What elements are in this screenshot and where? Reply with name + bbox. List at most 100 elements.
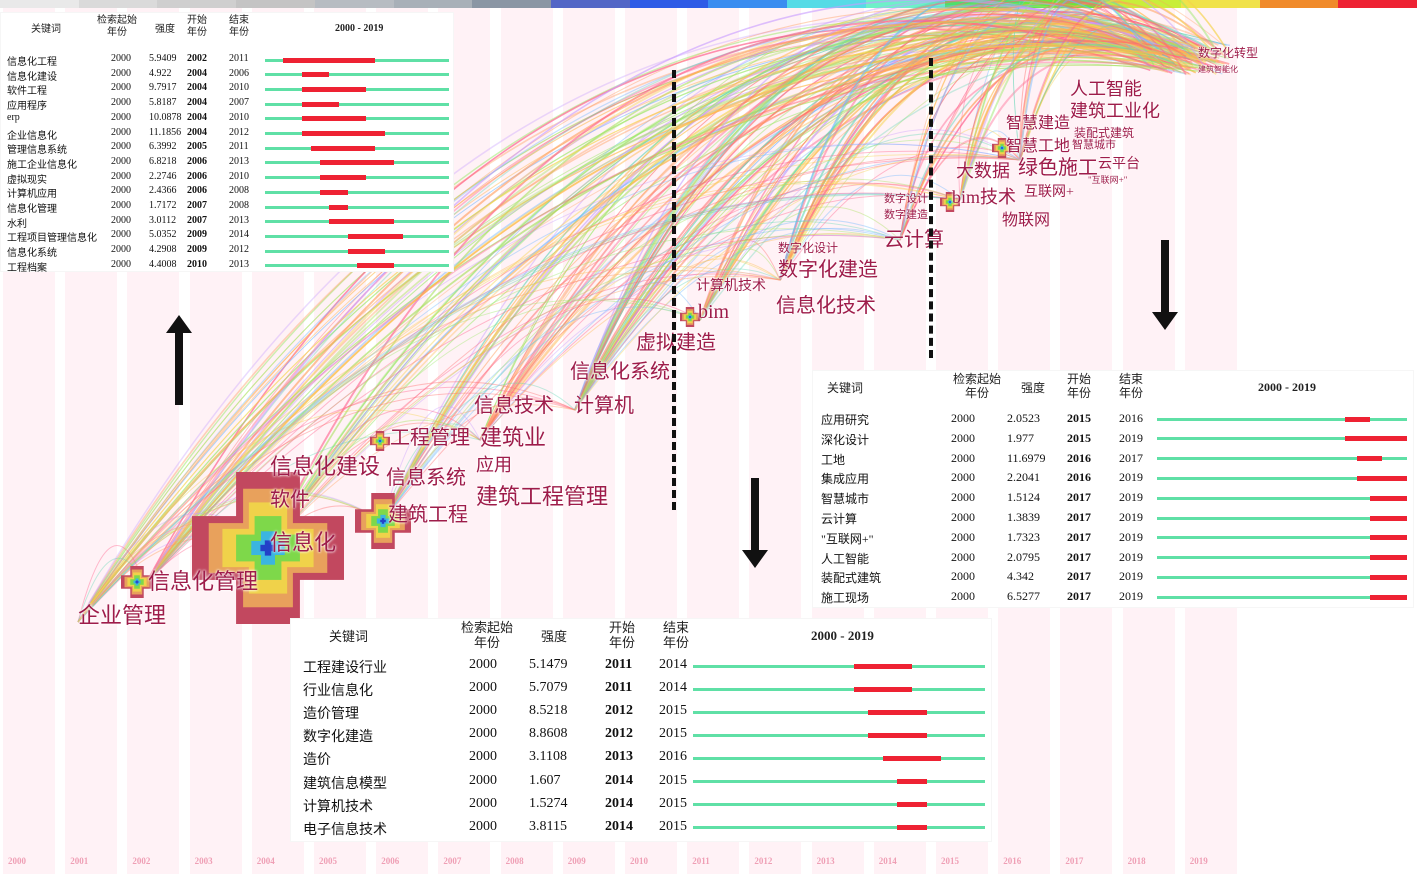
burst-cell-begin: 2000: [111, 126, 131, 138]
burst-cell-begin: 2000: [111, 258, 131, 270]
keyword-label: 人工智能: [1070, 79, 1142, 99]
link-curve: [699, 239, 781, 321]
link-curve: [959, 0, 1207, 201]
link-curve: [699, 248, 781, 321]
burst-row: 信息化建设 2000 4.922 2004 2006: [1, 68, 453, 83]
link-curve: [382, 8, 1182, 522]
burst-row: 装配式建筑 2000 4.342 2017 2019: [813, 569, 1413, 589]
burst-cell-begin: 2000: [951, 510, 975, 524]
burst-row: 智慧城市 2000 1.5124 2017 2019: [813, 490, 1413, 510]
keyword-label: 企业管理: [78, 603, 167, 628]
burst-cell-end: 2016: [659, 749, 687, 765]
link-curve: [382, 178, 961, 522]
burst-cell-start: 2004: [187, 111, 207, 123]
burst-period: [301, 116, 367, 122]
link-curve: [144, 22, 1182, 586]
burst-row: 施工现场 2000 6.5277 2017 2019: [813, 589, 1413, 609]
burst-cell-strength: 3.8115: [529, 818, 567, 834]
burst-cell-strength: 6.8218: [149, 155, 177, 167]
burst-timeline-bar: [693, 663, 985, 669]
burst-table-2015-2017: 关键词 检索起始 年份 强度 开始 年份 结束 年份 2000 - 2019 应用研究 200…: [812, 370, 1414, 608]
link-curve: [959, 26, 1206, 201]
burst-cell-strength: 4.922: [149, 67, 172, 79]
link-curve: [479, 21, 1183, 441]
link-curve: [699, 0, 1204, 321]
link-curve: [574, 44, 1182, 411]
burst-cell-keyword: 建筑信息模型: [303, 776, 387, 792]
year-label: 2009: [567, 856, 586, 866]
burst-cell-start: 2007: [187, 200, 207, 211]
burst-cell-start: 2016: [1067, 470, 1091, 485]
keyword-label: 数字化设计: [778, 241, 839, 255]
year-label: 2016: [1003, 856, 1022, 866]
burst-cell-end: 2013: [229, 155, 249, 167]
burst-row: 信息化工程 2000 5.9409 2002 2011: [1, 53, 453, 68]
burst-row: 工程建设行业 2000 5.1479 2011 2014: [291, 657, 991, 680]
keyword-label: 互联网+: [1024, 185, 1074, 200]
burst-row: 造价 2000 3.1108 2013 2016: [291, 749, 991, 772]
burst-cell-strength: 9.7917: [149, 82, 177, 94]
burst-cell-end: 2013: [229, 214, 249, 226]
burst-period: [868, 732, 927, 738]
burst-timeline-bar: [1157, 535, 1407, 541]
link-curve: [959, 0, 1155, 201]
burst-cell-start: 2014: [605, 795, 633, 811]
link-curve: [144, 44, 1163, 586]
burst-cell-keyword: 计算机应用: [7, 189, 57, 201]
link-curve: [267, 49, 1191, 549]
link-curve: [77, 409, 481, 623]
burst-cell-end: 2015: [659, 703, 687, 719]
keyword-node: [192, 472, 344, 628]
link-curve: [144, 150, 1021, 586]
burst-cell-keyword: 集成应用: [821, 472, 870, 487]
burst-cell-keyword: 行业信息化: [303, 684, 373, 700]
burst-cell-keyword: 人工智能: [821, 551, 870, 566]
link-curve: [574, 219, 901, 411]
burst-cell-keyword: 装配式建筑: [821, 571, 882, 586]
keyword-label: 应用: [476, 455, 512, 475]
burst-period: [1369, 495, 1407, 501]
burst-timeline-bar: [265, 204, 449, 210]
burst-timeline-bar: [265, 219, 449, 225]
keyword-node: [680, 307, 700, 331]
burst-cell-begin: 2000: [111, 170, 131, 182]
link-curve: [699, 129, 1021, 321]
link-curve: [479, 18, 1161, 441]
link-curve: [479, 194, 961, 441]
burst-cell-begin: 2000: [951, 589, 975, 604]
color-bar-segment: [787, 0, 866, 8]
keyword-label: 建筑工业化: [1070, 101, 1160, 121]
link-curve: [77, 490, 384, 623]
burst-cell-strength: 2.4366: [149, 185, 177, 197]
link-curve: [144, 182, 961, 586]
burst-cell-begin: 2000: [951, 549, 975, 564]
burst-period: [357, 263, 394, 269]
link-curve: [479, 52, 1158, 441]
burst-cell-keyword: 虚拟现实: [7, 174, 47, 186]
burst-range-header: 2000 - 2019: [811, 628, 874, 643]
link-curve: [574, 3, 1174, 411]
color-bar-segment: [865, 0, 945, 8]
burst-cell-strength: 1.607: [529, 772, 561, 788]
keyword-label: 信息化系统: [570, 361, 670, 383]
burst-cell-strength: 2.0523: [1007, 411, 1040, 425]
burst-cell-strength: 1.7172: [149, 200, 177, 211]
burst-row: 深化设计 2000 1.977 2015 2019: [813, 431, 1413, 451]
link-curve: [267, 298, 701, 549]
link-curve: [382, 405, 481, 522]
burst-timeline-bar: [1157, 574, 1407, 580]
burst-cell-strength: 4.2908: [149, 244, 177, 256]
year-label: 2011: [692, 856, 710, 866]
burst-timeline-bar: [265, 189, 449, 195]
link-curve: [574, 227, 901, 411]
burst-period: [320, 175, 367, 181]
link-curve: [699, 26, 1161, 321]
link-curve: [479, 155, 1021, 441]
link-curve: [574, 139, 1021, 411]
burst-timeline-bar: [1157, 436, 1407, 442]
link-curve: [382, 0, 1198, 522]
link-curve: [77, 493, 384, 623]
burst-row: 企业信息化 2000 11.1856 2004 2012: [1, 127, 453, 142]
